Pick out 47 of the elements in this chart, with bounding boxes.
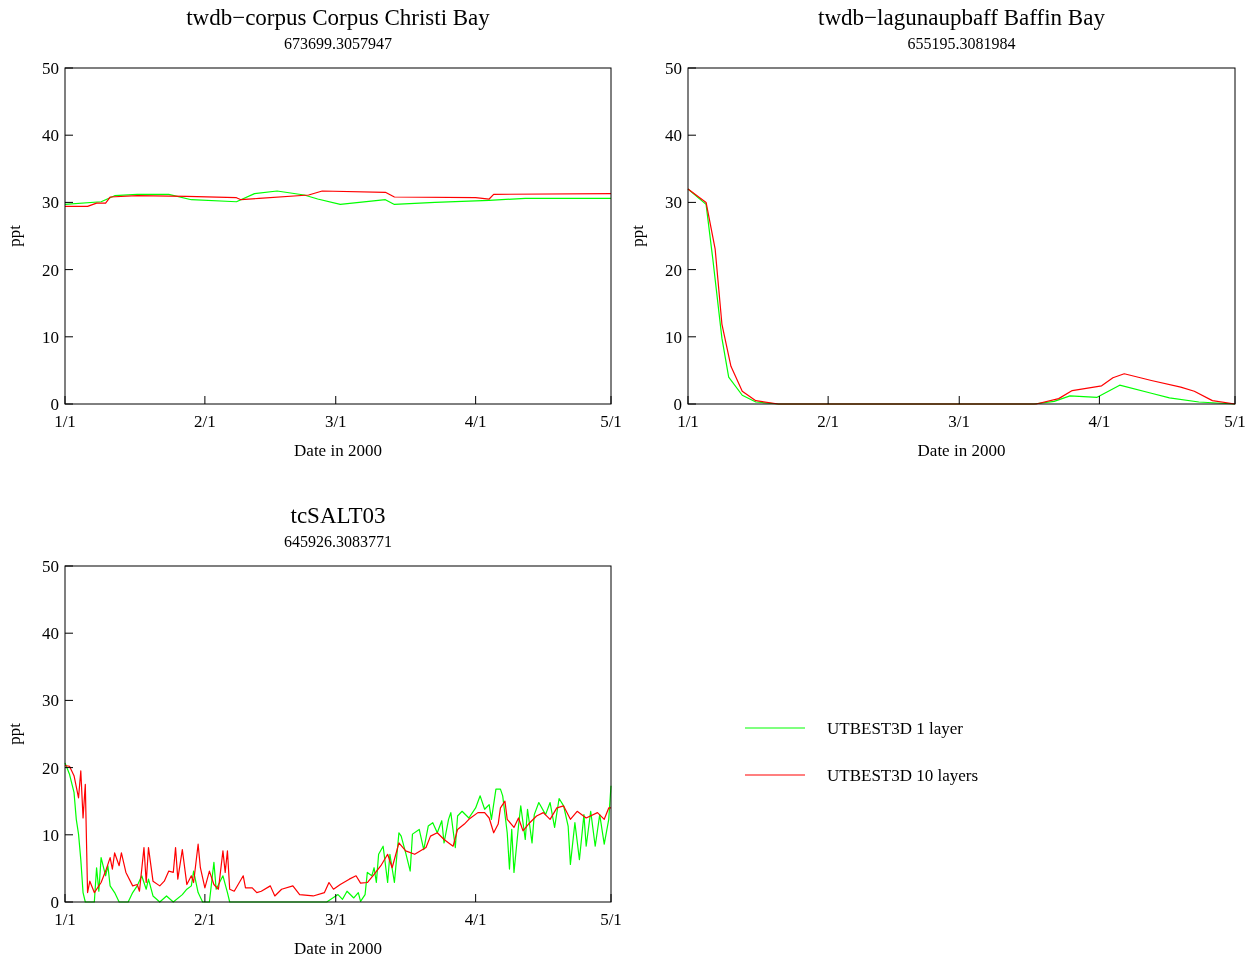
chart-subtitle: 673699.3057947 xyxy=(284,35,392,52)
x-axis-title: Date in 2000 xyxy=(294,939,382,958)
x-tick-label: 1/1 xyxy=(677,412,699,431)
y-tick-label: 20 xyxy=(42,260,59,280)
y-axis-title: ppt xyxy=(5,722,24,745)
x-tick-label: 2/1 xyxy=(194,910,216,929)
chart-title: twdb−corpus Corpus Christi Bay xyxy=(186,5,491,30)
y-tick-label: 50 xyxy=(665,58,682,78)
x-tick-label: 1/1 xyxy=(54,910,76,929)
legend-label: UTBEST3D 10 layers xyxy=(827,765,979,785)
x-tick-label: 3/1 xyxy=(948,412,971,431)
y-tick-label: 30 xyxy=(42,193,59,213)
y-tick-label: 40 xyxy=(665,126,682,146)
x-tick-label: 5/1 xyxy=(1224,412,1246,431)
x-tick-label: 4/1 xyxy=(1088,412,1111,431)
x-axis-title: Date in 2000 xyxy=(294,441,382,460)
x-tick-label: 1/1 xyxy=(54,412,76,431)
y-axis-title: ppt xyxy=(5,224,24,247)
y-tick-label: 0 xyxy=(50,394,59,414)
legend-label: UTBEST3D 1 layer xyxy=(827,718,964,738)
x-tick-label: 5/1 xyxy=(600,412,622,431)
x-tick-label: 3/1 xyxy=(324,910,347,929)
y-tick-label: 0 xyxy=(673,394,682,414)
x-tick-label: 4/1 xyxy=(464,412,487,431)
y-tick-label: 50 xyxy=(42,58,59,78)
chart-title: twdb−lagunaupbaff Baffin Bay xyxy=(818,5,1106,30)
y-tick-label: 20 xyxy=(665,260,682,280)
x-axis-title: Date in 2000 xyxy=(917,441,1006,460)
y-tick-label: 30 xyxy=(665,193,682,213)
y-tick-label: 10 xyxy=(42,327,59,347)
y-tick-label: 40 xyxy=(42,126,59,146)
x-tick-label: 2/1 xyxy=(194,412,216,431)
chart-title: tcSALT03 xyxy=(290,503,386,528)
y-tick-label: 0 xyxy=(50,892,59,912)
x-tick-label: 2/1 xyxy=(817,412,840,431)
y-tick-label: 40 xyxy=(42,624,59,644)
y-tick-label: 10 xyxy=(665,327,682,347)
y-axis-title: ppt xyxy=(628,224,647,247)
y-tick-label: 50 xyxy=(42,556,59,576)
x-tick-label: 4/1 xyxy=(464,910,487,929)
y-tick-label: 20 xyxy=(42,758,59,778)
chart-subtitle: 645926.3083771 xyxy=(284,533,392,550)
chart-subtitle: 655195.3081984 xyxy=(907,35,1016,52)
y-tick-label: 10 xyxy=(42,825,59,845)
x-tick-label: 5/1 xyxy=(600,910,622,929)
x-tick-label: 3/1 xyxy=(324,412,347,431)
y-tick-label: 30 xyxy=(42,691,59,711)
